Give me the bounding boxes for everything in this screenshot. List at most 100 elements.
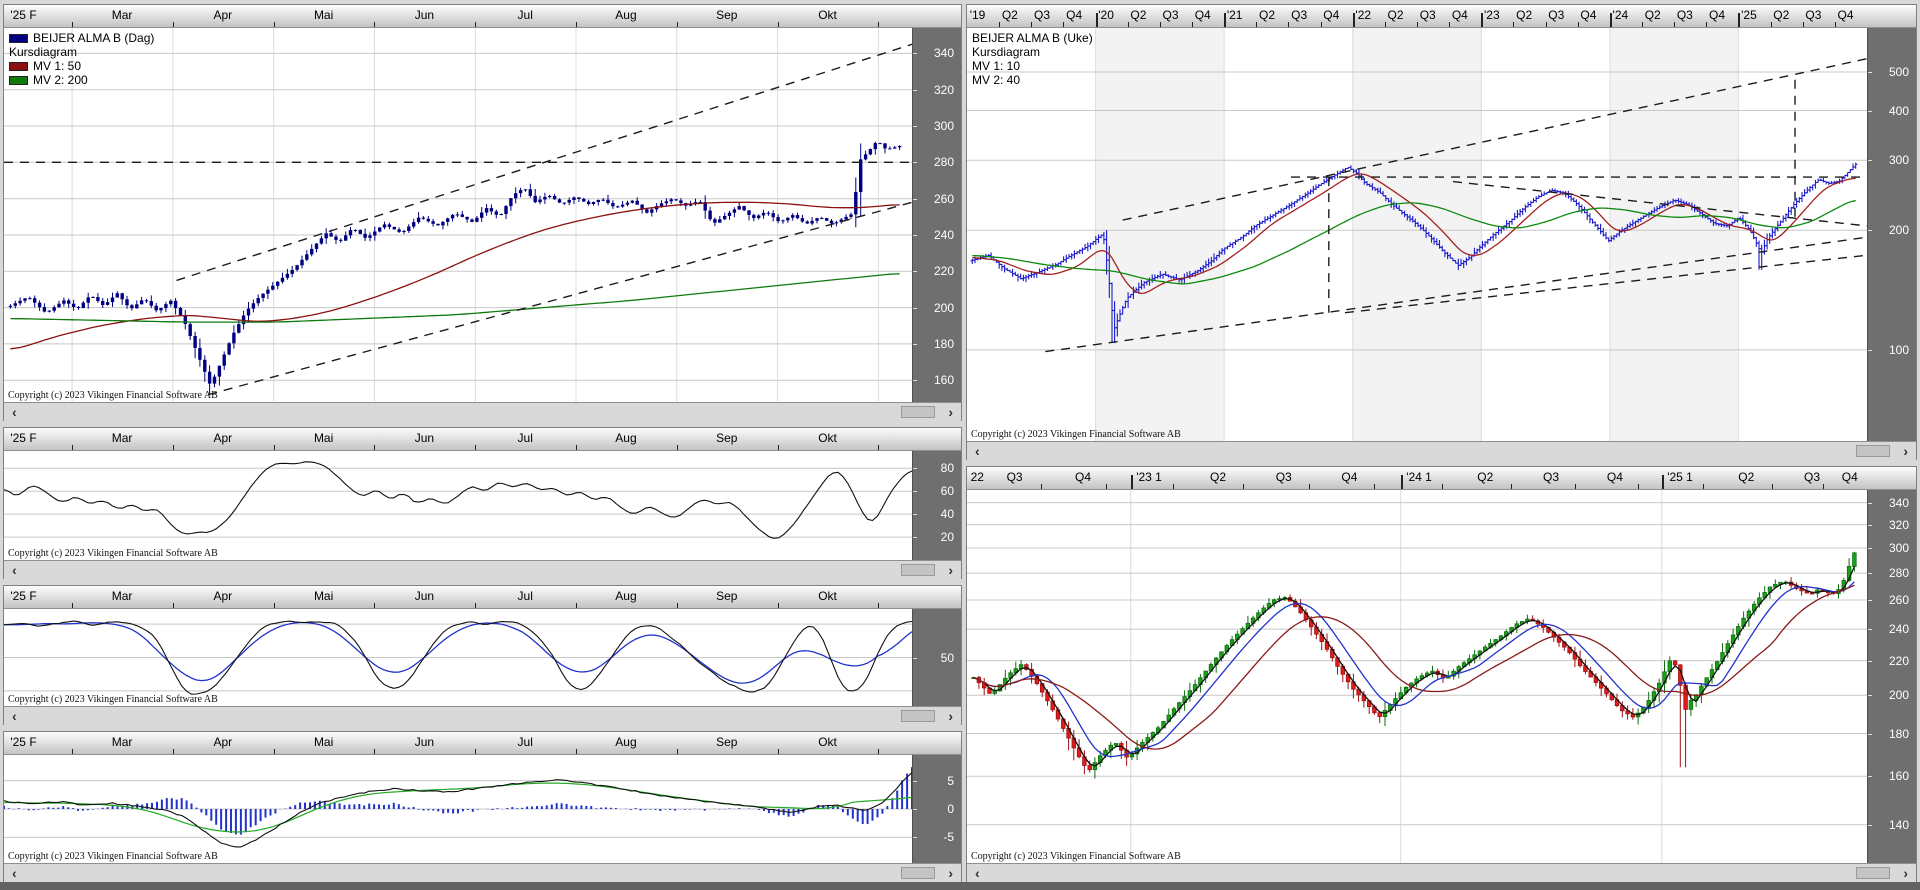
legend-item: Kursdiagram [9,45,154,59]
x-axis-tick [1642,22,1643,27]
y-axis-tick-label: 180 [1888,726,1909,741]
y-axis-tick [1868,733,1872,735]
y-axis-tick [913,89,917,91]
x-axis-tick [72,603,74,608]
chart-plot-area[interactable]: Copyright (c) 2023 Vikingen Financial So… [4,755,912,863]
y-axis-tick-label: 180 [933,336,954,351]
x-axis-tick [273,603,275,608]
legend-item: Kursdiagram [972,45,1093,59]
y-axis-tick-label: 240 [933,227,954,242]
y-axis-tick [1868,524,1872,526]
scroll-left-arrow[interactable]: ‹ [12,562,17,578]
x-axis-label: Okt [818,589,837,603]
x-axis-label: Aug [615,8,637,22]
year-separator-tick [1224,13,1227,27]
scrollbar-thumb[interactable] [901,710,935,722]
scroll-left-arrow[interactable]: ‹ [12,404,17,420]
x-axis-label: Mar [111,735,133,749]
y-axis-tick-label: 320 [1888,517,1909,532]
series-swatch [9,75,28,85]
horizontal-scrollbar[interactable]: ‹ › [4,863,961,883]
x-axis-label: Mar [111,431,133,445]
horizontal-scrollbar[interactable]: ‹ › [967,863,1916,883]
scroll-left-arrow[interactable]: ‹ [12,708,17,724]
x-axis-label: Q2 [1477,470,1494,484]
x-axis-tick [374,749,376,754]
y-axis-tick-label: 200 [1888,223,1909,238]
chart-plot-area[interactable]: BEIJER ALMA B (Uke) Kursdiagram MV 1: 10… [967,28,1867,441]
x-axis-tick [777,22,779,27]
chart-plot-area[interactable]: Copyright (c) 2023 Vikingen Financial So… [4,451,912,560]
y-axis-tick-label: 400 [1888,103,1909,118]
scrollbar-thumb[interactable] [901,564,935,576]
copyright-text: Copyright (c) 2023 Vikingen Financial So… [8,694,218,705]
horizontal-scrollbar[interactable]: ‹ › [4,560,961,580]
y-axis-tick [913,514,917,516]
x-axis-tick [1159,22,1161,27]
x-axis-label: Q3 [1162,8,1179,22]
x-axis-label: Mar [111,589,133,603]
x-axis-label: Sep [716,8,738,22]
y-axis-tick-label: 200 [933,300,954,315]
x-axis-tick [1243,484,1245,489]
x-axis-header: 22 Q3 Q4 '23 1 Q2 Q3 Q4 '24 1 Q2 Q3 Q4 '25 1 Q2 Q3 Q4 [967,467,1916,490]
x-axis-label: '24 [1612,8,1629,22]
legend-label: BEIJER ALMA B (Dag) [33,31,155,45]
y-axis-tick-label: 50 [940,650,954,665]
y-axis-tick [1868,599,1872,601]
y-axis-tick [1868,230,1872,232]
y-axis-tick [1868,629,1872,631]
x-axis-tick [374,445,376,450]
scrollbar-thumb[interactable] [901,406,935,418]
scroll-left-arrow[interactable]: ‹ [12,865,17,881]
year-separator-tick [1609,13,1612,27]
horizontal-scrollbar[interactable]: ‹ › [967,441,1916,461]
x-axis-tick [1545,22,1547,27]
y-axis-tick-label: 340 [1888,495,1909,510]
scroll-right-arrow[interactable]: › [948,708,953,724]
x-axis-tick [1674,22,1676,27]
x-axis-tick [1577,22,1579,27]
chart-plot-area[interactable]: Copyright (c) 2023 Vikingen Financial So… [4,609,912,706]
x-axis-label: '20 [1098,8,1114,22]
x-axis-tick [1309,484,1310,489]
x-axis-tick [1373,484,1375,489]
x-axis-label: Sep [716,735,738,749]
horizontal-scrollbar[interactable]: ‹ › [4,706,961,726]
x-axis-label: '24 1 [1406,470,1432,484]
y-axis-tick [913,809,917,810]
x-axis-tick [475,22,477,27]
x-axis-label: Q3 [1291,8,1308,22]
scroll-right-arrow[interactable]: › [948,865,953,881]
scroll-left-arrow[interactable]: ‹ [975,443,980,459]
x-axis-label: Jul [517,735,533,749]
chart-plot-area[interactable]: Copyright (c) 2023 Vikingen Financial So… [967,490,1867,863]
y-axis-tick-label: 160 [933,373,954,388]
x-axis-tick [1703,484,1705,489]
scroll-right-arrow[interactable]: › [948,404,953,420]
x-axis-label: Q2 [1210,470,1227,484]
x-axis-label: Apr [213,8,233,22]
chart-plot-area[interactable]: BEIJER ALMA B (Dag) Kursdiagram MV 1: 50… [4,28,912,402]
x-axis-label: Aug [615,431,637,445]
scrollbar-thumb[interactable] [1856,867,1890,879]
x-axis-tick [273,22,275,27]
scroll-right-arrow[interactable]: › [1903,865,1908,881]
x-axis-tick [1637,484,1639,489]
x-axis-tick [1706,22,1708,27]
y-axis-tick [913,126,917,128]
y-axis-tick [1868,573,1872,575]
scrollbar-thumb[interactable] [901,867,935,879]
y-axis-tick [913,307,917,309]
copyright-text: Copyright (c) 2023 Vikingen Financial So… [8,390,218,401]
chart-legend: BEIJER ALMA B (Uke) Kursdiagram MV 1: 10… [972,31,1093,87]
y-axis-tick [1868,349,1872,351]
scroll-right-arrow[interactable]: › [1903,443,1908,459]
scrollbar-thumb[interactable] [1856,445,1890,457]
scroll-left-arrow[interactable]: ‹ [975,865,980,881]
y-axis-tick [1868,160,1872,162]
horizontal-scrollbar[interactable]: ‹ › [4,402,961,422]
year-separator-tick [1095,13,1098,27]
weekly-price-chart [967,28,1867,441]
scroll-right-arrow[interactable]: › [948,562,953,578]
